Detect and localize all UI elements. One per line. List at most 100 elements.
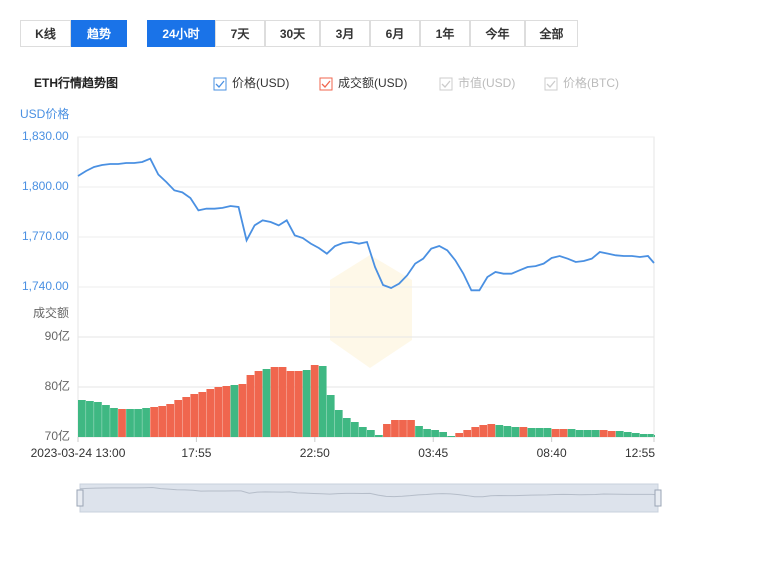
volume-bar [487,424,496,437]
legend-label[interactable]: 价格(BTC) [563,75,619,90]
volume-bar [391,420,399,437]
volume-bar [559,429,568,437]
volume-bar [358,427,367,437]
legend-box [319,77,333,91]
volume-bar [367,430,375,437]
volume-bar [527,428,536,437]
legend-check [215,80,225,88]
y2-tick-label: 70亿 [45,428,70,443]
volume-bar [383,424,391,437]
y2-axis-title: 成交额 [33,305,69,320]
navigator-handle[interactable] [654,489,662,507]
tab[interactable]: 今年 [470,20,525,47]
volume-bar [206,389,215,437]
volume-bar [647,434,654,437]
volume-bar [463,430,472,437]
volume-bar [623,432,632,437]
volume-bar [543,428,552,437]
volume-bar [599,430,608,437]
volume-bar [158,406,167,437]
volume-bar [246,375,255,437]
volume-bar [318,366,327,437]
legend-check [441,80,451,88]
volume-bar [86,401,94,437]
y-tick-label: 1,770.00 [22,229,69,243]
x-tick-label: 03:45 [418,446,448,460]
tab[interactable]: 6月 [370,20,420,47]
volume-bar [479,425,488,437]
tab[interactable]: 1年 [420,20,470,47]
volume-bar [278,367,287,437]
legend-label[interactable]: 成交额(USD) [338,75,407,90]
volume-bar [503,426,512,437]
volume-bar [407,420,415,437]
y-tick-label: 1,830.00 [22,129,69,143]
volume-bar [198,392,207,437]
volume-bar [110,408,118,437]
volume-bar [310,365,319,437]
volume-bar [511,427,520,437]
legend-label[interactable]: 价格(USD) [232,75,289,90]
legend-check [546,80,556,88]
y-axis-title: USD价格 [20,106,69,121]
chart-title: ETH行情趋势图 [34,75,118,90]
legend-label[interactable]: 市值(USD) [458,75,515,90]
volume-bar [262,369,271,437]
volume-bar [591,430,600,437]
volume-bar [94,402,102,437]
volume-bar [270,367,279,437]
x-tick-label: 08:40 [537,446,567,460]
tab[interactable]: 24小时 [147,20,215,47]
y2-tick-label: 90亿 [45,328,70,343]
tab[interactable]: 趋势 [71,20,127,47]
x-tick-label: 2023-03-24 13:00 [31,446,126,460]
y-tick-label: 1,800.00 [22,179,69,193]
volume-bar [294,371,303,437]
x-tick-label: 22:50 [300,446,330,460]
volume-bar [583,430,592,437]
legend-check [321,80,331,88]
volume-bar [447,436,456,437]
volume-bar [326,395,335,437]
volume-bar [118,409,126,437]
volume-bar [535,428,544,437]
volume-bar [78,400,86,437]
volume-bar [567,429,576,437]
tab[interactable]: 7天 [215,20,265,47]
x-tick-label: 17:55 [181,446,211,460]
navigator [79,483,659,513]
volume-bar [174,400,183,437]
volume-bar [222,386,231,437]
tab[interactable]: 30天 [265,20,320,47]
volume-bar [639,434,648,437]
volume-bar [334,410,343,437]
volume-bar [254,371,263,437]
volume-bar [607,431,616,437]
volume-bar [423,429,431,437]
legend-box [213,77,227,91]
legend-box [544,77,558,91]
x-tick-label: 12:55 [625,446,655,460]
volume-bar [375,435,383,437]
y-tick-label: 1,740.00 [22,279,69,293]
volume-bar [230,385,239,437]
y2-tick-label: 80亿 [45,378,70,393]
tab[interactable]: 3月 [320,20,370,47]
navigator-handle[interactable] [76,489,84,507]
tab[interactable]: K线 [20,20,71,47]
volume-bar [471,427,480,437]
volume-bar [631,433,640,437]
volume-bar [439,432,447,437]
navigator-line [79,487,659,498]
volume-bar [142,408,150,437]
volume-bar [615,431,624,437]
volume-bar [238,384,247,437]
volume-bar [495,425,504,437]
volume-bar [302,370,311,437]
volume-bar [431,430,439,437]
legend-box [439,77,453,91]
tab[interactable]: 全部 [525,20,578,47]
volume-bar [399,420,407,437]
